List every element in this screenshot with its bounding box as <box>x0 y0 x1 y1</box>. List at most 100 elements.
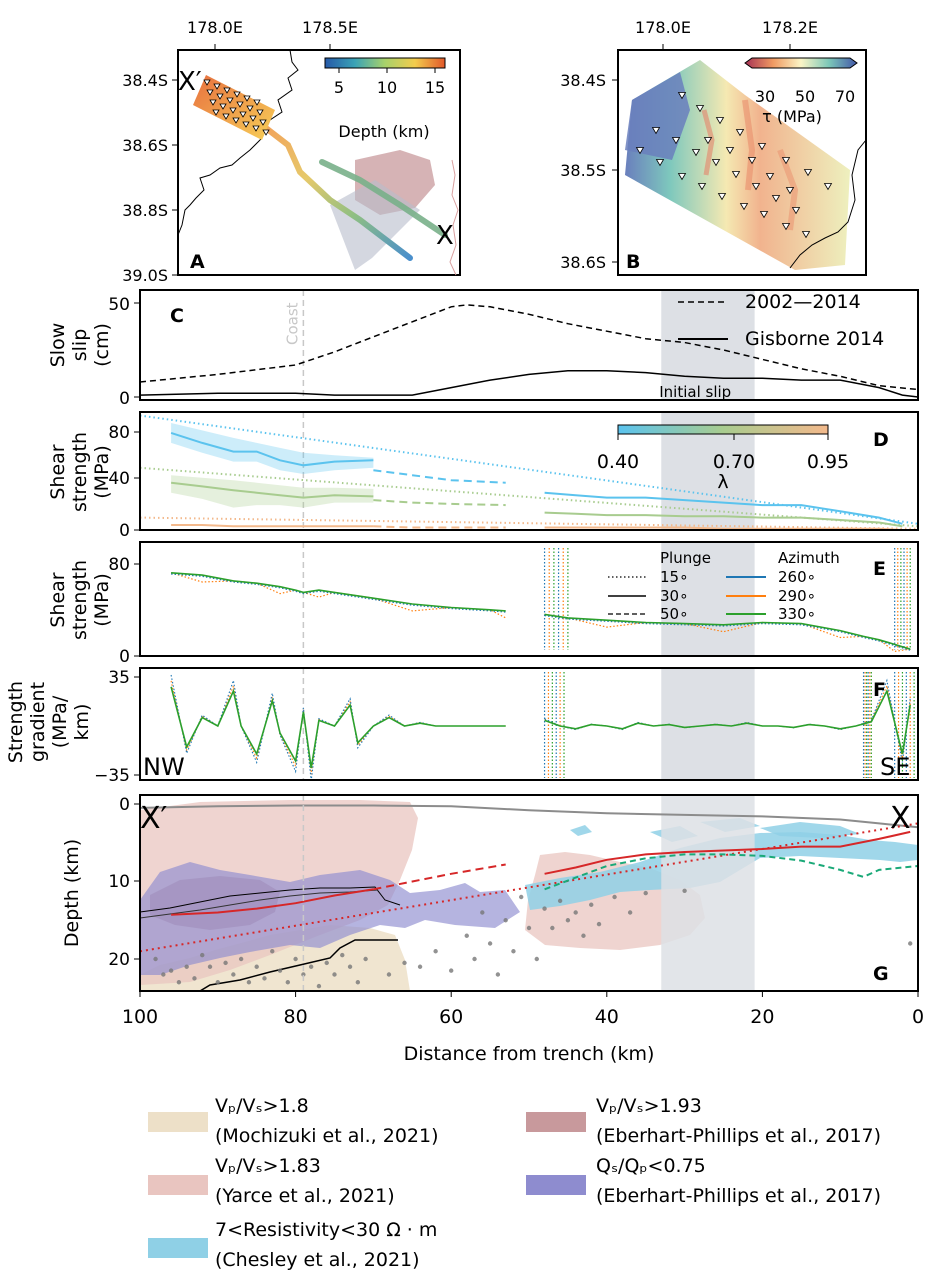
station-triangle <box>731 171 741 179</box>
panel-d-colorbar-tick: 0.95 <box>807 451 849 473</box>
map-a-xtick: 178.0E <box>187 18 243 37</box>
station-triangle <box>725 147 735 155</box>
panel-e-legend-azimuth: 330∘ <box>778 605 816 623</box>
panel-g-initial-slip-band <box>661 795 755 991</box>
legend-citation-resistivity: (Chesley et al., 2021) <box>215 1249 420 1271</box>
seismic-event <box>332 972 337 977</box>
panel-d: D 0.40 0.70 0.95 λ Shear strength (MPa) … <box>47 411 919 541</box>
seismic-event <box>464 933 469 938</box>
panel-d-ytick: 0 <box>119 521 130 541</box>
seismic-event <box>238 956 244 962</box>
map-a-colorbar-label: Depth (km) <box>338 122 429 141</box>
legend-label-resistivity: 7<Resistivity<30 Ω · m <box>215 1219 437 1241</box>
seismic-event <box>581 933 586 938</box>
legend-swatch-resistivity <box>148 1238 208 1258</box>
panel-e-ylabel-line: (MPa) <box>91 573 113 626</box>
seismic-event <box>223 960 228 966</box>
seismic-event <box>503 918 508 923</box>
station-triangle <box>781 223 791 231</box>
panel-f-frame <box>139 667 919 781</box>
seismic-event <box>550 925 555 931</box>
panel-e-initial-slip-band <box>661 542 755 656</box>
panel-d-solid-a-lambda-0.95 <box>171 524 374 528</box>
panel-letter-f: F <box>873 679 886 701</box>
panel-d-ylabel: Shear strength (MPa) <box>47 432 113 512</box>
panel-letter-d: D <box>873 429 889 451</box>
seismic-event <box>643 890 648 896</box>
panel-g-xtick-label: 80 <box>284 1006 308 1028</box>
panel-e-ylabel-line: strength <box>69 560 91 640</box>
bottom-legend: Vₚ/Vₛ>1.8 (Mochizuki et al., 2021) Vₚ/Vₛ… <box>148 1095 881 1271</box>
panel-f-ytick: 35 <box>108 668 130 688</box>
map-b-coastline <box>789 139 867 269</box>
panel-f-series-260 <box>170 674 506 781</box>
panel-f-ylabel-line: (MPa/ <box>49 695 71 748</box>
seismic-event <box>254 964 259 969</box>
panel-c-legend-entry: Gisborne 2014 <box>745 328 884 350</box>
station-triangle <box>791 207 801 215</box>
map-a-coastline <box>177 49 299 236</box>
seismic-event <box>293 956 298 962</box>
panel-e-series-330 <box>544 613 911 650</box>
panel-d-colorbar <box>617 424 829 435</box>
panel-c-ylabel-line: Slow <box>47 323 69 368</box>
seismic-event <box>270 949 275 954</box>
seismic-event <box>207 964 213 969</box>
panel-e-legend-plunge: 30∘ <box>660 587 688 605</box>
panel-d-solid-b-lambda-0.40 <box>544 491 903 525</box>
panel-d-band-lambda-0.40 <box>171 423 374 474</box>
seismic-event <box>557 898 563 904</box>
panel-f-ytick: −35 <box>94 766 130 786</box>
seismic-event <box>908 941 913 946</box>
legend-citation-vpvs18: (Mochizuki et al., 2021) <box>215 1125 439 1147</box>
panel-letter-b: B <box>626 251 640 273</box>
seismic-event <box>449 968 454 973</box>
panel-e-ytick: 0 <box>119 647 130 667</box>
panel-c-ylabel-line: (cm) <box>91 323 113 367</box>
legend-citation-vpvs193: (Eberhart-Phillips et al., 2017) <box>596 1125 881 1147</box>
panel-c-ytick: 0 <box>119 389 130 409</box>
panel-e-legend-plunge: 50∘ <box>660 605 688 623</box>
panel-e-series-290 <box>170 572 506 619</box>
seismic-event <box>402 960 407 966</box>
panel-g-outline-step <box>199 939 398 991</box>
seismic-event <box>526 925 532 931</box>
panel-c: Coast Initial slip C 2002—2014 Gisborne … <box>47 289 919 409</box>
seismic-event <box>596 921 602 927</box>
station-triangle <box>249 115 257 122</box>
panel-d-ylabel-line: (MPa) <box>91 445 113 498</box>
seismic-event <box>612 894 617 900</box>
panel-d-dotted-lambda-0.40 <box>139 414 919 525</box>
panel-g-frame <box>139 794 919 992</box>
station-triangle <box>236 101 244 108</box>
panel-c-frame <box>139 289 919 401</box>
map-b-xtick: 178.0E <box>635 18 691 37</box>
seismic-event <box>301 972 306 977</box>
panel-d-solid-b-lambda-0.70 <box>544 511 903 528</box>
map-a-ytick: 38.4S <box>122 71 168 90</box>
panel-g-ytick: 0 <box>119 795 130 815</box>
panel-g-xlabel: Distance from trench (km) <box>404 1043 655 1065</box>
panel-g-region-qsqp <box>140 862 520 975</box>
seismic-event <box>682 888 687 893</box>
map-b-colorbar-tick: 50 <box>795 87 815 106</box>
station-triangle <box>262 129 270 136</box>
panel-e-series-260 <box>171 573 506 613</box>
map-b-colorbar <box>744 57 858 69</box>
seismic-event <box>386 972 392 977</box>
seismic-event <box>487 941 493 946</box>
seismic-event <box>542 906 547 911</box>
map-b-colorbar-tick: 70 <box>835 87 855 106</box>
panel-d-solid-b-lambda-0.95 <box>544 526 903 531</box>
station-triangle <box>765 173 775 181</box>
panel-g-interface-green-dashed <box>544 853 918 891</box>
panel-e-legend-azimuth: 260∘ <box>778 568 816 586</box>
seismic-event <box>231 972 236 977</box>
panel-d-ytick: 40 <box>108 469 130 489</box>
seismic-event <box>168 968 174 973</box>
station-triangle <box>206 89 214 96</box>
map-a-colorbar-tick: 15 <box>425 78 445 97</box>
seismic-event <box>308 964 314 969</box>
station-triangle <box>256 109 264 116</box>
station-triangle <box>711 159 721 167</box>
